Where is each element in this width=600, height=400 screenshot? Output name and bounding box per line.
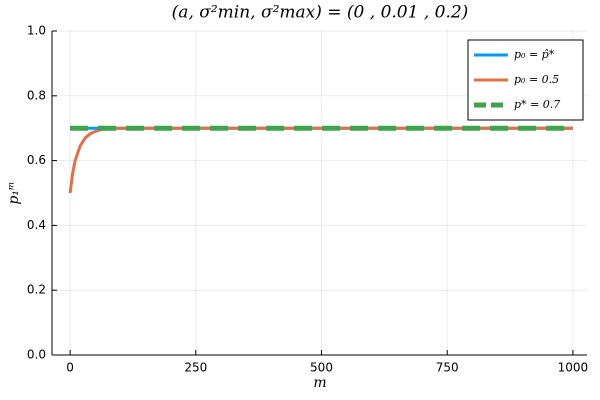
x-tick-label: 500 [310, 361, 333, 375]
legend-label: p* = 0.7 [514, 98, 560, 111]
legend-label: p₀ = 0.5 [514, 73, 559, 86]
y-tick-label: 0.4 [27, 218, 46, 232]
y-tick-label: 0.2 [27, 283, 46, 297]
y-tick-label: 0.0 [27, 348, 46, 362]
chart-title: (a, σ²min, σ²max) = (0 , 0.01 , 0.2) [172, 3, 469, 23]
x-tick-label: 0 [66, 361, 74, 375]
y-tick-label: 0.6 [27, 153, 46, 167]
y-axis-label: p₁ᵐ [6, 181, 22, 204]
x-axis-label: m [313, 375, 326, 391]
x-tick-label: 250 [184, 361, 207, 375]
x-tick-label: 750 [436, 361, 459, 375]
legend-label: p₀ = p̂* [514, 48, 555, 61]
y-tick-label: 1.0 [27, 24, 46, 38]
x-tick-label: 1000 [558, 361, 589, 375]
y-tick-label: 0.8 [27, 88, 46, 102]
